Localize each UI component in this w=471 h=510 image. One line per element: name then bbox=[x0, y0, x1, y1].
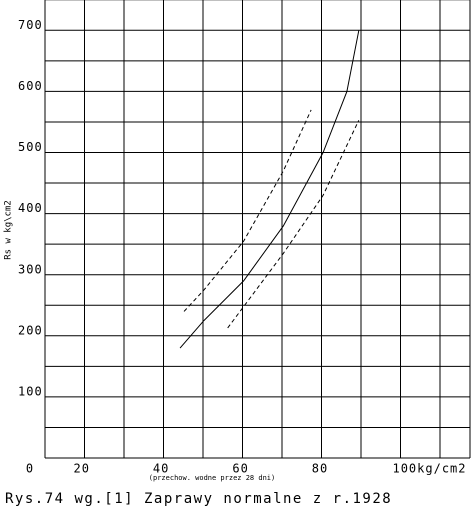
y-tick-label: 600 bbox=[18, 79, 43, 93]
line-series bbox=[227, 120, 360, 329]
y-tick-label: 300 bbox=[18, 262, 43, 276]
y-tick-label: 400 bbox=[18, 201, 43, 215]
x-tick-label: 40 bbox=[153, 462, 169, 476]
line-series bbox=[179, 30, 360, 349]
x-tick-label: 60 bbox=[232, 462, 248, 476]
x-tick-label: 20 bbox=[73, 462, 89, 476]
caption: Rys.74 wg.[1] Zaprawy normalne z r.1928 bbox=[5, 491, 392, 507]
x-axis-label: (przechow. wodne przez 28 dni) bbox=[149, 474, 275, 482]
x-tick-label: 100kg/cm2 bbox=[392, 462, 466, 476]
y-axis-label: Rs w kg\cm2 bbox=[4, 200, 14, 260]
y-tick-label: 500 bbox=[18, 140, 43, 154]
line-series bbox=[183, 109, 312, 312]
y-tick-label: 100 bbox=[18, 384, 43, 398]
y-tick-label: 200 bbox=[18, 323, 43, 337]
y-tick-label: 700 bbox=[18, 18, 43, 32]
x-tick-label: 80 bbox=[312, 462, 328, 476]
x-tick-label: 0 bbox=[26, 462, 34, 476]
